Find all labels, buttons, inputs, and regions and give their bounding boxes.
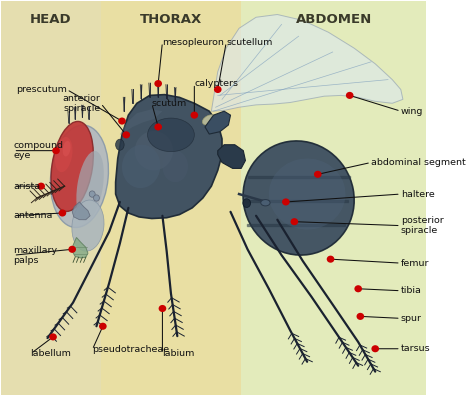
Ellipse shape bbox=[51, 122, 93, 211]
Text: compound
eye: compound eye bbox=[13, 141, 64, 160]
Circle shape bbox=[118, 118, 126, 125]
FancyBboxPatch shape bbox=[0, 1, 100, 395]
Text: femur: femur bbox=[401, 259, 429, 268]
Circle shape bbox=[37, 183, 45, 190]
Text: abdominal segment: abdominal segment bbox=[371, 158, 466, 167]
Text: scutellum: scutellum bbox=[226, 38, 273, 47]
Circle shape bbox=[214, 86, 221, 93]
Circle shape bbox=[356, 313, 364, 320]
Circle shape bbox=[68, 246, 76, 253]
Text: labellum: labellum bbox=[30, 349, 72, 358]
Circle shape bbox=[291, 218, 298, 225]
Circle shape bbox=[355, 285, 362, 292]
Circle shape bbox=[99, 323, 107, 330]
Text: labium: labium bbox=[163, 349, 195, 358]
Polygon shape bbox=[72, 202, 90, 220]
Polygon shape bbox=[120, 109, 163, 135]
Text: scutum: scutum bbox=[152, 99, 187, 108]
Circle shape bbox=[155, 124, 162, 131]
Text: posterior
spiracle: posterior spiracle bbox=[401, 216, 444, 235]
Circle shape bbox=[314, 171, 322, 178]
Polygon shape bbox=[205, 111, 230, 134]
Circle shape bbox=[372, 345, 379, 352]
Ellipse shape bbox=[76, 151, 104, 221]
Circle shape bbox=[155, 80, 162, 87]
Ellipse shape bbox=[243, 141, 354, 255]
Text: anterior
spiracle: anterior spiracle bbox=[63, 93, 100, 113]
Ellipse shape bbox=[135, 131, 173, 170]
Ellipse shape bbox=[116, 139, 124, 150]
Text: prescutum: prescutum bbox=[16, 85, 67, 94]
Text: antenna: antenna bbox=[13, 211, 53, 220]
Ellipse shape bbox=[63, 141, 71, 156]
Text: mesopleuron: mesopleuron bbox=[163, 38, 224, 47]
Circle shape bbox=[191, 112, 198, 119]
Text: pseudotracheae: pseudotracheae bbox=[92, 345, 169, 354]
Text: wing: wing bbox=[401, 107, 423, 116]
Ellipse shape bbox=[163, 150, 188, 182]
Ellipse shape bbox=[210, 121, 221, 129]
FancyBboxPatch shape bbox=[100, 1, 241, 395]
Text: THORAX: THORAX bbox=[140, 13, 202, 25]
Ellipse shape bbox=[55, 137, 73, 172]
Polygon shape bbox=[116, 95, 222, 219]
Circle shape bbox=[327, 255, 334, 263]
Text: tarsus: tarsus bbox=[401, 344, 430, 353]
Text: arista: arista bbox=[13, 182, 41, 190]
Ellipse shape bbox=[243, 199, 251, 208]
Ellipse shape bbox=[202, 115, 216, 125]
Circle shape bbox=[159, 305, 166, 312]
FancyBboxPatch shape bbox=[241, 1, 426, 395]
Circle shape bbox=[282, 198, 290, 206]
Circle shape bbox=[59, 209, 66, 217]
Text: HEAD: HEAD bbox=[30, 13, 72, 25]
Circle shape bbox=[49, 333, 57, 341]
Polygon shape bbox=[218, 145, 246, 168]
Text: calypters: calypters bbox=[194, 79, 238, 88]
Text: haltere: haltere bbox=[401, 190, 435, 198]
Text: maxillary
palps: maxillary palps bbox=[13, 246, 57, 265]
Ellipse shape bbox=[89, 191, 95, 197]
Text: tibia: tibia bbox=[401, 286, 422, 295]
Circle shape bbox=[346, 92, 354, 99]
Polygon shape bbox=[72, 238, 88, 258]
Text: spur: spur bbox=[401, 314, 422, 323]
Ellipse shape bbox=[269, 158, 346, 230]
Ellipse shape bbox=[72, 200, 104, 251]
Ellipse shape bbox=[50, 125, 109, 227]
Ellipse shape bbox=[147, 118, 194, 152]
Ellipse shape bbox=[261, 200, 270, 206]
Circle shape bbox=[52, 147, 60, 154]
Circle shape bbox=[122, 131, 130, 139]
Ellipse shape bbox=[122, 145, 160, 188]
Polygon shape bbox=[211, 15, 403, 111]
Text: ABDOMEN: ABDOMEN bbox=[296, 13, 372, 25]
Ellipse shape bbox=[93, 195, 100, 201]
